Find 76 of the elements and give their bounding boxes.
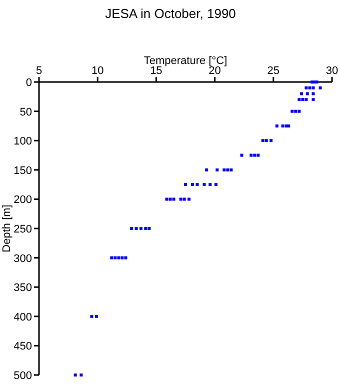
- point: [312, 86, 315, 90]
- x-tick-label: 5: [36, 65, 42, 77]
- point: [148, 227, 151, 230]
- point: [300, 92, 304, 96]
- point: [205, 168, 208, 172]
- point: [290, 110, 294, 113]
- point: [298, 98, 301, 102]
- point: [240, 154, 244, 157]
- point: [287, 124, 290, 128]
- point: [281, 124, 284, 128]
- point: [208, 183, 212, 186]
- point: [214, 183, 218, 186]
- point: [270, 139, 273, 142]
- point: [182, 198, 186, 201]
- point: [188, 198, 191, 201]
- x-tick-label: 25: [267, 65, 280, 77]
- point: [120, 256, 124, 260]
- point: [216, 168, 219, 172]
- point: [165, 198, 168, 201]
- point: [90, 314, 94, 318]
- y-tick-label: 150: [14, 164, 32, 177]
- x-axis-title: Temperature [°C]: [144, 55, 228, 67]
- point: [298, 110, 301, 113]
- point: [250, 154, 253, 157]
- point: [222, 168, 226, 172]
- point: [315, 80, 318, 84]
- x-tick-label: 20: [208, 65, 221, 77]
- point: [117, 256, 120, 260]
- point: [230, 168, 233, 172]
- point: [261, 139, 264, 142]
- y-tick-label: 0: [26, 77, 32, 89]
- point: [301, 98, 304, 102]
- y-tick-label: 200: [14, 194, 32, 206]
- point: [253, 154, 256, 157]
- point: [80, 374, 83, 376]
- point: [144, 227, 148, 230]
- x-tick-label: 30: [326, 65, 338, 77]
- y-tick-label: 250: [14, 224, 32, 236]
- point: [226, 168, 230, 172]
- point: [74, 374, 77, 376]
- y-tick-label: 100: [14, 136, 32, 148]
- y-tick-label: 300: [14, 252, 32, 265]
- point: [110, 256, 114, 260]
- point: [94, 314, 98, 318]
- point: [304, 98, 308, 102]
- y-tick-label: 350: [14, 282, 32, 294]
- point: [191, 183, 194, 186]
- point: [196, 183, 199, 186]
- point: [294, 110, 298, 113]
- point: [172, 198, 176, 201]
- point: [308, 86, 312, 90]
- point: [202, 183, 206, 186]
- point: [114, 256, 117, 260]
- x-tick-label: 10: [91, 65, 104, 77]
- point: [124, 256, 128, 260]
- point: [134, 227, 138, 230]
- y-tick-label: 450: [14, 340, 32, 353]
- y-tick-label: 500: [14, 370, 32, 382]
- point: [184, 183, 187, 186]
- point: [312, 98, 315, 102]
- x-tick-label: 15: [150, 65, 162, 77]
- point: [139, 227, 142, 230]
- point: [306, 92, 309, 96]
- point: [130, 227, 134, 230]
- point: [179, 198, 182, 201]
- point: [264, 139, 268, 142]
- point: [318, 86, 322, 90]
- chart-title: JESA in October, 1990: [105, 6, 236, 21]
- y-tick-label: 50: [20, 106, 32, 118]
- point: [256, 154, 260, 157]
- point: [168, 198, 172, 201]
- y-tick-label: 400: [14, 311, 32, 324]
- point: [275, 124, 278, 128]
- point: [312, 92, 315, 96]
- point: [304, 86, 308, 90]
- y-axis-title: Depth [m]: [1, 204, 13, 252]
